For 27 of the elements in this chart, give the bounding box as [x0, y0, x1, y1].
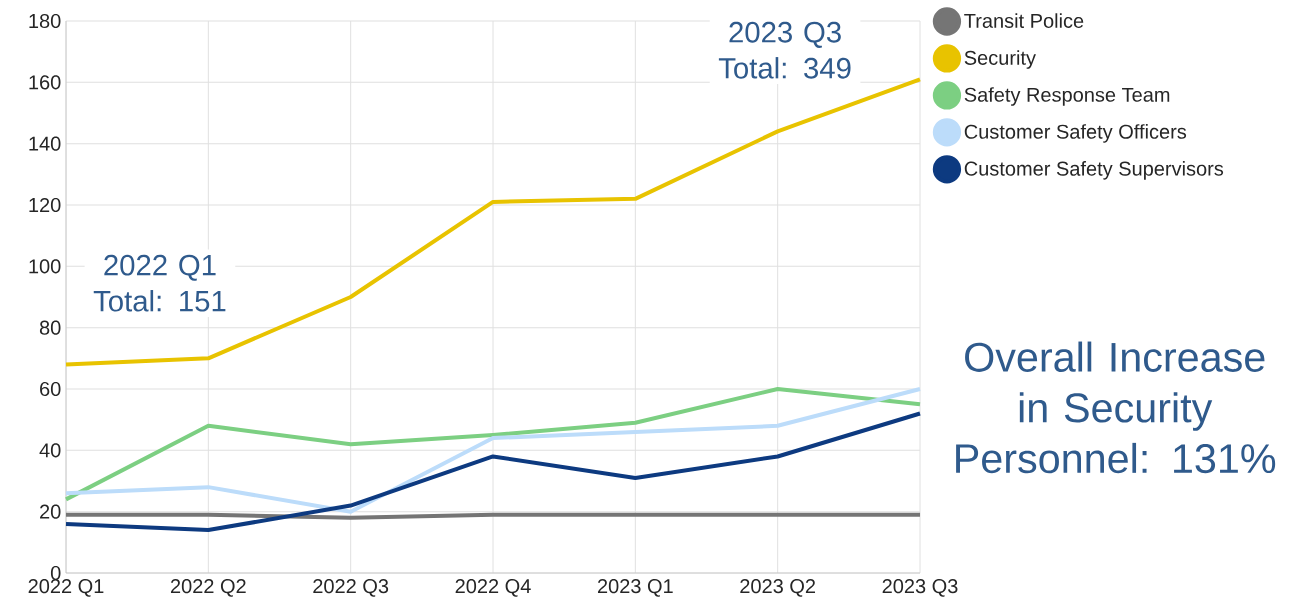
line-series	[64, 77, 923, 367]
y-tick-label: 60	[40, 381, 61, 397]
y-tick-label: 20	[40, 504, 61, 519]
x-tick-label: 2022 Q1	[28, 579, 104, 597]
y-tick-label: 120	[29, 197, 61, 213]
y-tick-label: 0	[50, 565, 61, 581]
text: Overall Increase in Security Personnel: 131%	[956, 341, 1276, 474]
y-tick-label: 180	[29, 13, 61, 29]
x-tick-label: 2022 Q4	[455, 579, 531, 597]
x-tick-label: 2023 Q1	[597, 579, 673, 597]
legend-label: Transit Police	[964, 13, 1084, 28]
y-tick-label: 140	[29, 136, 61, 151]
annotation: 2022 Q1 Total: 151	[93, 254, 226, 312]
y-tick-label: 80	[39, 320, 61, 335]
annotation: 2023 Q3 Total: 349	[718, 21, 851, 79]
y-tick-label: 100	[29, 259, 61, 274]
x-tick-label: 2022 Q3	[313, 579, 389, 597]
x-tick-label: 2023 Q3	[882, 579, 958, 597]
legend-label: Security	[964, 50, 1036, 69]
legend-label: Customer Safety Officers	[964, 124, 1187, 143]
y-tick-label: 160	[29, 75, 61, 90]
y-tick-label: 40	[39, 443, 61, 458]
x-tick-label: 2023 Q2	[740, 579, 816, 597]
x-tick-label: 2022 Q2	[170, 579, 246, 597]
legend-label: Safety Response Team	[964, 87, 1170, 106]
line-series	[64, 411, 923, 533]
legend-label: Customer Safety Supervisors	[964, 161, 1224, 180]
